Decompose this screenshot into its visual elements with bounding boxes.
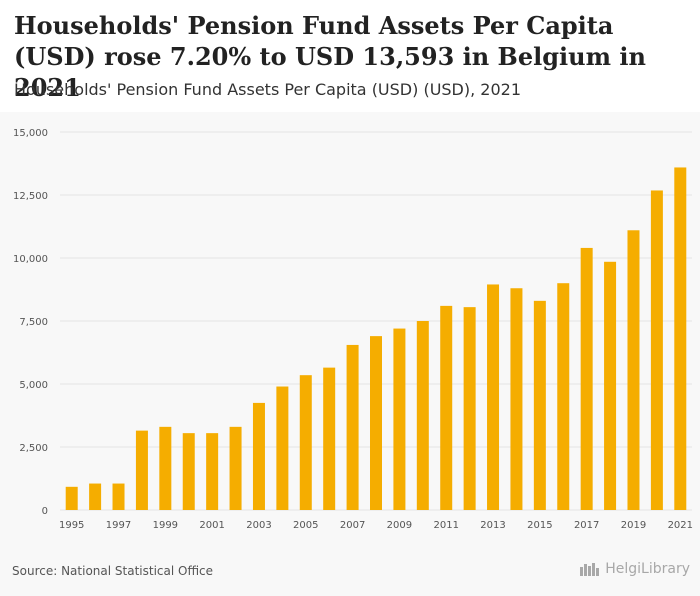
bar-2009[interactable]	[393, 328, 406, 510]
x-tick-label: 2007	[340, 520, 365, 531]
bar-1996[interactable]	[89, 483, 102, 510]
bar-2001[interactable]	[206, 433, 219, 510]
x-tick-label: 2015	[527, 520, 552, 531]
bar-2000[interactable]	[182, 433, 195, 510]
brand-logo[interactable]: HelgiLibrary	[579, 561, 690, 577]
bar-2012[interactable]	[463, 307, 476, 510]
bar-2010[interactable]	[416, 321, 429, 510]
x-tick-label: 2021	[668, 520, 693, 531]
library-icon	[580, 563, 600, 576]
bar-2015[interactable]	[533, 300, 546, 510]
x-tick-label: 2001	[199, 520, 224, 531]
x-tick-label: 2019	[621, 520, 646, 531]
x-tick-label: 2003	[246, 520, 271, 531]
bar-2016[interactable]	[557, 283, 570, 510]
header: Households' Pension Fund Assets Per Capi…	[0, 0, 700, 112]
bar-2017[interactable]	[580, 247, 593, 511]
bar-2013[interactable]	[487, 284, 500, 510]
bar-2007[interactable]	[346, 344, 359, 510]
y-tick-label: 7,500	[19, 317, 48, 328]
x-tick-label: 2017	[574, 520, 599, 531]
bar-2005[interactable]	[299, 375, 312, 510]
bar-1998[interactable]	[135, 430, 148, 510]
bar-2002[interactable]	[229, 426, 242, 510]
y-tick-label: 12,500	[13, 191, 48, 202]
bar-2003[interactable]	[252, 402, 265, 510]
brand-name: HelgiLibrary	[605, 561, 690, 577]
bar-2004[interactable]	[276, 386, 289, 510]
bar-2018[interactable]	[604, 261, 617, 510]
bar-1995[interactable]	[65, 486, 78, 510]
x-tick-label: 1999	[153, 520, 178, 531]
x-axis-ticks: 1995 1997 1999 2001 2003 2005 2007 2009 2011 2013…	[59, 520, 693, 531]
bar-2021[interactable]	[674, 167, 687, 510]
bar-1999[interactable]	[159, 426, 172, 510]
y-tick-label: 2,500	[19, 443, 48, 454]
chart-subtitle: Households' Pension Fund Assets Per Capi…	[14, 80, 522, 99]
bar-2006[interactable]	[323, 367, 336, 510]
source-note: Source: National Statistical Office	[12, 564, 214, 578]
x-tick-label: 1997	[106, 520, 131, 531]
y-tick-label: 5,000	[19, 380, 48, 391]
y-tick-label: 0	[42, 506, 48, 517]
bar-2014[interactable]	[510, 288, 523, 510]
x-tick-label: 2005	[293, 520, 318, 531]
bar-2020[interactable]	[650, 190, 663, 510]
x-tick-label: 1995	[59, 520, 84, 531]
bars	[65, 167, 687, 511]
x-tick-label: 2009	[387, 520, 412, 531]
chart-title: Households' Pension Fund Assets Per Capi…	[14, 11, 646, 102]
bar-2011[interactable]	[440, 305, 453, 510]
bar-2019[interactable]	[627, 230, 640, 510]
x-tick-label: 2013	[480, 520, 505, 531]
y-tick-label: 10,000	[13, 254, 48, 265]
y-axis-ticks: 0 2,500 5,000 7,500 10,000 12,500 15,000	[13, 128, 48, 517]
bar-1997[interactable]	[112, 483, 125, 510]
x-tick-label: 2011	[433, 520, 458, 531]
bar-2008[interactable]	[370, 336, 382, 510]
y-tick-label: 15,000	[13, 128, 48, 139]
